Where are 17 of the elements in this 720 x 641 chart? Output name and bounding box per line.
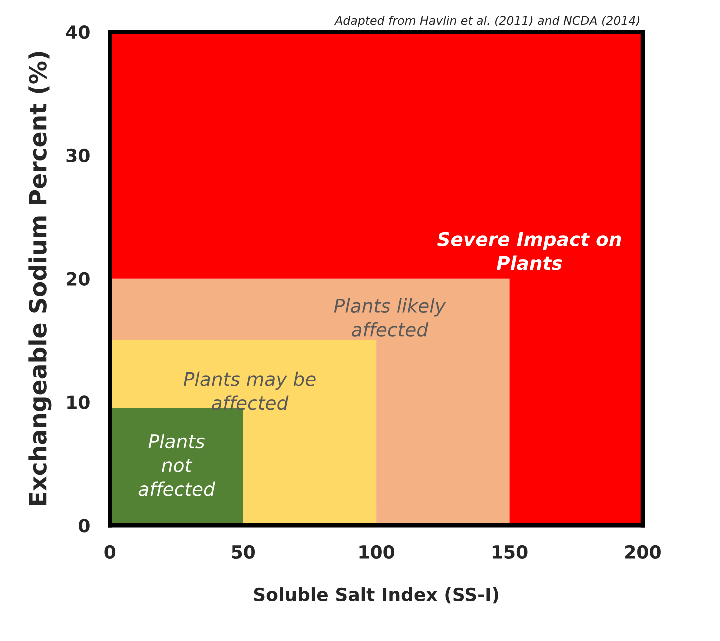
y-tick-label: 10 [68,396,90,410]
text: Adapted from Havlin et al. (2011) and NCDA (2014) [334,16,640,28]
y-tick-label: 30 [66,148,90,163]
x-tick-label: 100 [360,545,395,560]
y-tick-label: 20 [67,272,90,286]
x-tick-label: 150 [492,545,528,560]
x-axis-title: Soluble Salt Index (SS-I) [254,588,498,604]
series-label: Plants likely affected [334,298,446,337]
x-tick-label: 200 [626,545,661,560]
y-axis-title: Exchangeable Sodium Percent (%) [28,52,52,506]
y-tick-label: 40 [66,26,90,40]
x-tick-label: 50 [232,545,256,560]
series-label: Plants may be affected [184,372,316,410]
series-label: Plants not affected [138,434,216,496]
y-tick-label: 0 [79,519,90,533]
series-label: Severe Impact on Plants [437,232,622,270]
x-tick-label: 0 [104,545,116,560]
